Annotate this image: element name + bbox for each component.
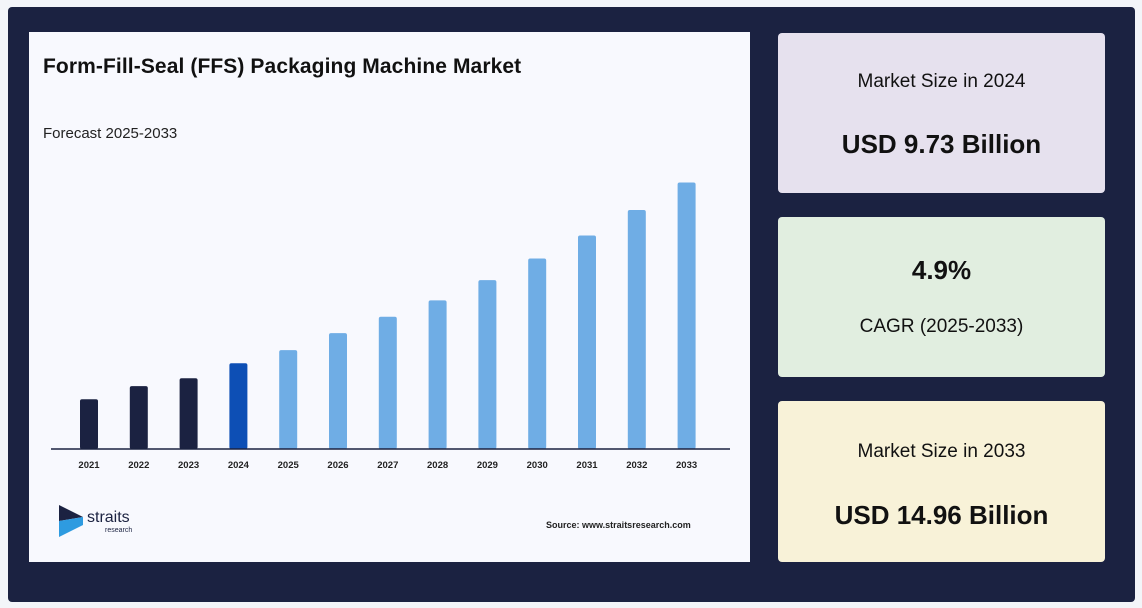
chart-panel: Form-Fill-Seal (FFS) Packaging Machine M… [29,32,750,562]
chart-title: Form-Fill-Seal (FFS) Packaging Machine M… [43,55,522,78]
card-value: USD 9.73 Billion [841,129,1042,159]
x-tick-2021: 2021 [78,460,100,471]
x-tick-2024: 2024 [228,460,250,471]
card-label: CAGR (2025-2033) [859,316,1024,337]
x-tick-2025: 2025 [278,460,300,471]
straits-logo-mark [59,505,83,537]
x-tick-2031: 2031 [576,460,598,471]
bar-2023 [179,378,198,449]
bar-2028 [428,300,447,449]
market-size-2033-card: Market Size in 2033 USD 14.96 Billion [778,401,1105,562]
x-tick-2033: 2033 [676,460,697,471]
bar-2026 [329,333,347,449]
bar-2033 [677,182,696,449]
x-tick-2023: 2023 [178,460,199,471]
bar-2024 [229,363,248,449]
source-note: Source: www.straitsresearch.com [546,520,691,530]
x-tick-2026: 2026 [327,460,348,471]
x-tick-2030: 2030 [527,460,548,471]
bar-2030 [528,258,547,449]
x-tick-2027: 2027 [377,460,398,471]
x-tick-labels: 2021 2022 2023 2024 2025 2026 2027 2028 2029 2030… [78,460,697,471]
bar-2032 [627,210,646,449]
card-label: Market Size in 2024 [857,71,1026,92]
x-tick-2022: 2022 [128,460,149,471]
chart-subtitle: Forecast 2025-2033 [43,125,178,142]
market-size-2024-card: Market Size in 2024 USD 9.73 Billion [778,33,1105,193]
logo-subtext: research [105,527,133,534]
x-tick-2028: 2028 [427,460,448,471]
bars-group [80,182,696,449]
card-value: USD 14.96 Billion [834,500,1049,530]
bar-2021 [80,399,98,449]
bar-2022 [129,386,148,449]
bar-2031 [578,235,596,449]
card-value: 4.9% [911,255,972,285]
x-tick-2032: 2032 [626,460,647,471]
x-tick-2029: 2029 [477,460,498,471]
bar-2025 [279,350,298,449]
bar-2029 [478,280,497,449]
bar-chart: 2021 2022 2023 2024 2025 2026 2027 2028 2029 2030… [51,182,730,471]
straits-logo: straits research [57,503,177,543]
card-label: Market Size in 2033 [857,441,1026,462]
logo-wordmark: straits [87,509,130,526]
bar-2027 [378,316,397,449]
cagr-card: 4.9% CAGR (2025-2033) [778,217,1105,377]
